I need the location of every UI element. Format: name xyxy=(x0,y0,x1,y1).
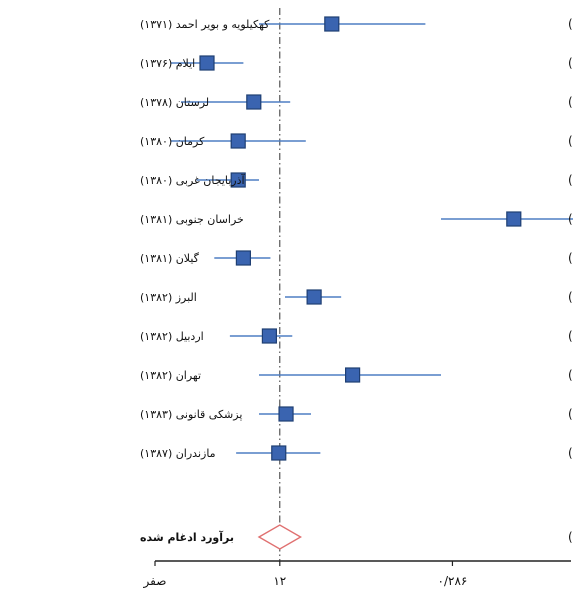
study-ci-text: ۰/۱۷ (۰/۱۱ ،۰/۲۳) xyxy=(568,17,573,31)
study-marker xyxy=(324,16,340,32)
study-marker xyxy=(506,211,522,227)
study-ci-text: ۰/۱۲ (۰/۰۶ ،۰/۱۸) xyxy=(568,446,573,460)
study-ci-text: ۰/۱۶ (۰/۱۳ ،۰/۱۹) xyxy=(568,290,573,304)
study-marker xyxy=(306,289,322,305)
study-ci-text: ۰/۱۳ (۰/۰۹ ،۰/۱۷) xyxy=(568,407,573,421)
study-marker xyxy=(230,133,246,149)
study-ci-text: ۰/۰۷ (۰/۰۱ ،۰/۱۵) xyxy=(568,134,573,148)
study-label: پزشکی قانونی (۱۳۸۳) xyxy=(140,408,242,421)
study-label: تهران (۱۳۸۲) xyxy=(140,369,201,382)
study-label: ایلام (۱۳۷۶) xyxy=(140,57,195,70)
study-ci-text: ۰/۱۰ (۰/۰۶ ،۰/۱۴) xyxy=(568,329,573,343)
study-ci-text: ۰/۰۴ (۰/۰۲ ،۰/۰۶) xyxy=(568,56,573,70)
pooled-ci-text: ۰/۱۲ (۰/۰۸ ،۰/۱۵) xyxy=(568,530,573,544)
x-tick-label: صفر xyxy=(143,574,167,589)
study-label: آذربایجان غربی (۱۳۸۰) xyxy=(140,173,245,187)
study-marker xyxy=(235,250,251,266)
study-label: کرمان (۱۳۸۰) xyxy=(140,135,205,148)
study-marker xyxy=(278,406,294,422)
study-label: مازندران (۱۳۸۷) xyxy=(140,447,216,460)
study-label: گیلان (۱۳۸۱) xyxy=(140,252,200,265)
study-label: لرستان (۱۳۷۸) xyxy=(140,96,209,109)
study-label: خراسان جنوبی (۱۳۸۱) xyxy=(140,213,244,226)
study-marker xyxy=(246,94,262,110)
pooled-label: برآورد ادغام شده xyxy=(140,530,234,544)
study-label: کهکیلویه و بویر احمد (۱۳۷۱) xyxy=(140,18,270,31)
study-ci-text: ۰/۰۸ (۰/۰۳ ،۰/۱۳) xyxy=(568,95,573,109)
x-tick-label: ۰/۲۸۶ xyxy=(438,574,468,588)
x-tick-label: ۱۲ xyxy=(273,574,286,588)
study-marker xyxy=(199,55,215,71)
study-label: اردبیل (۱۳۸۲) xyxy=(140,330,204,343)
pooled-diamond xyxy=(257,524,303,550)
study-ci-text: ۰/۱۸ (۰/۰۱۰ ،۰/۲۶) xyxy=(568,368,573,382)
study-marker xyxy=(345,367,361,383)
study-ci-text: ۰/۴۰ (۰/۲۶ ،۰/۵۴) xyxy=(568,212,573,226)
study-ci-text: ۰/۰۶ (۰/۰۵ ،۰/۱۱) xyxy=(568,251,573,265)
study-marker xyxy=(230,172,246,188)
study-marker xyxy=(271,445,287,461)
study-label: البرز (۱۳۸۲) xyxy=(140,291,197,304)
study-ci-text: ۰/۰۶ (۰/۰۵ ،۰/۰۷) xyxy=(568,173,573,187)
study-marker xyxy=(261,328,277,344)
